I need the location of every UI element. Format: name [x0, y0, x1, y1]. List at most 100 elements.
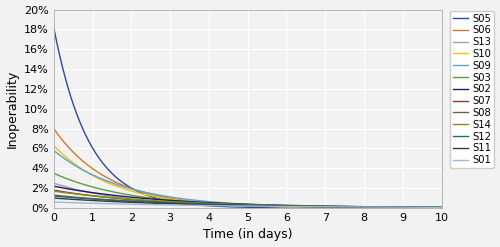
- S09: [428, 206, 434, 209]
- S09: [438, 206, 444, 209]
- S13: [240, 204, 246, 207]
- S05: [229, 206, 235, 208]
- S13: [70, 187, 76, 190]
- S01: [427, 206, 433, 209]
- S06: [70, 151, 76, 154]
- S11: [438, 206, 444, 209]
- S03: [356, 206, 362, 209]
- S07: [70, 192, 76, 195]
- S03: [240, 204, 246, 206]
- S10: [229, 203, 235, 206]
- S13: [427, 206, 433, 209]
- X-axis label: Time (in days): Time (in days): [203, 228, 292, 242]
- S02: [356, 205, 362, 208]
- S11: [229, 204, 235, 207]
- Line: S03: S03: [54, 173, 442, 208]
- S03: [427, 206, 433, 209]
- S10: [438, 206, 444, 209]
- S10: [50, 144, 56, 147]
- S02: [229, 202, 235, 205]
- S07: [229, 204, 235, 206]
- S12: [438, 206, 444, 209]
- S02: [50, 185, 56, 188]
- S06: [427, 206, 433, 209]
- S14: [240, 203, 246, 206]
- S05: [50, 26, 56, 29]
- S10: [428, 206, 434, 209]
- Line: S02: S02: [54, 186, 442, 207]
- S14: [438, 206, 444, 209]
- Line: S09: S09: [54, 150, 442, 208]
- S09: [70, 163, 76, 166]
- S06: [229, 203, 235, 206]
- S14: [229, 203, 235, 206]
- Line: S08: S08: [54, 195, 442, 207]
- S05: [70, 103, 76, 106]
- S02: [240, 203, 246, 206]
- S13: [50, 182, 56, 185]
- S12: [50, 195, 56, 198]
- S08: [356, 206, 362, 208]
- S08: [50, 194, 56, 197]
- S06: [428, 206, 434, 209]
- S06: [438, 206, 444, 209]
- Line: S14: S14: [54, 191, 442, 207]
- S08: [428, 206, 434, 209]
- S07: [427, 206, 433, 209]
- S01: [240, 205, 246, 207]
- Line: S13: S13: [54, 183, 442, 208]
- S13: [229, 204, 235, 207]
- S03: [50, 172, 56, 175]
- S01: [50, 201, 56, 204]
- S09: [229, 202, 235, 205]
- S05: [428, 206, 434, 209]
- S12: [240, 204, 246, 206]
- S03: [428, 206, 434, 209]
- S01: [70, 201, 76, 204]
- S02: [70, 188, 76, 191]
- S10: [356, 206, 362, 209]
- S05: [438, 206, 444, 209]
- Line: S10: S10: [54, 145, 442, 208]
- S14: [428, 206, 434, 209]
- S12: [427, 206, 433, 209]
- Y-axis label: Inoperability: Inoperability: [6, 70, 18, 148]
- S05: [356, 206, 362, 209]
- S05: [240, 206, 246, 209]
- S12: [70, 196, 76, 199]
- S01: [438, 206, 444, 209]
- S03: [70, 180, 76, 183]
- S14: [50, 190, 56, 193]
- S09: [427, 206, 433, 209]
- S09: [50, 149, 56, 152]
- S09: [356, 206, 362, 209]
- Legend: S05, S06, S13, S10, S09, S03, S02, S07, S08, S14, S12, S11, S01: S05, S06, S13, S10, S09, S03, S02, S07, …: [450, 11, 494, 168]
- Line: S12: S12: [54, 196, 442, 207]
- S08: [427, 206, 433, 209]
- S11: [427, 206, 433, 209]
- S02: [427, 206, 433, 209]
- S13: [356, 206, 362, 209]
- Line: S06: S06: [54, 129, 442, 208]
- Line: S01: S01: [54, 202, 442, 207]
- S08: [240, 204, 246, 207]
- S10: [240, 204, 246, 207]
- S05: [427, 206, 433, 209]
- S01: [229, 204, 235, 207]
- S03: [229, 203, 235, 206]
- S08: [70, 196, 76, 199]
- S01: [356, 206, 362, 208]
- S08: [438, 206, 444, 209]
- S02: [438, 206, 444, 209]
- S13: [438, 206, 444, 209]
- S14: [356, 205, 362, 208]
- Line: S07: S07: [54, 190, 442, 208]
- S07: [428, 206, 434, 209]
- S14: [427, 206, 433, 209]
- S12: [428, 206, 434, 209]
- S02: [428, 206, 434, 209]
- S11: [70, 198, 76, 201]
- S06: [356, 206, 362, 209]
- S13: [428, 206, 434, 209]
- S03: [438, 206, 444, 209]
